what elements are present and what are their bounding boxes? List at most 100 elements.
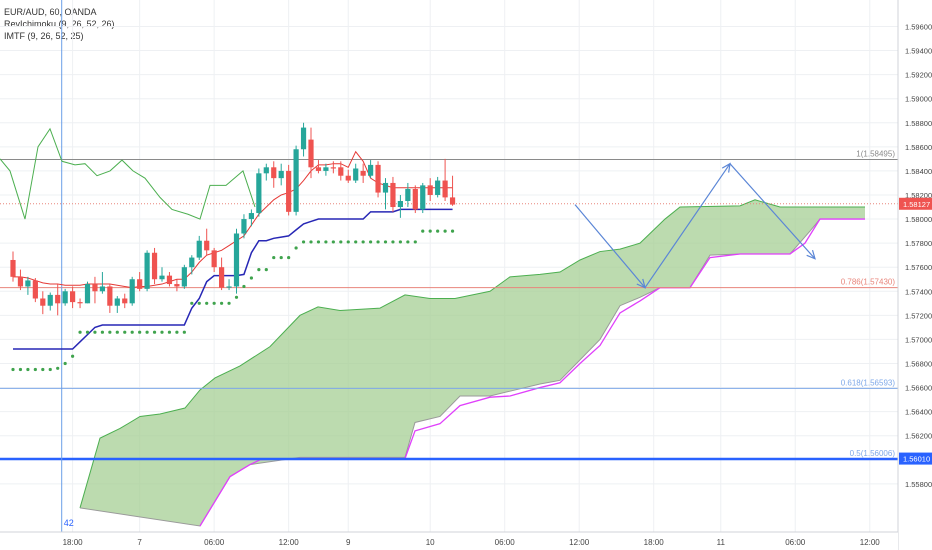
candle-body	[263, 167, 269, 174]
last-price-tag	[899, 197, 932, 210]
indicator-dot	[369, 240, 373, 244]
candle-body	[204, 240, 210, 251]
candle-body	[114, 298, 120, 306]
candle-body	[330, 167, 336, 169]
candle-body	[293, 149, 299, 212]
indicator-dot	[167, 330, 172, 334]
time-tick-label: 7	[137, 538, 142, 547]
candle-body	[25, 280, 31, 287]
indicator-dot	[123, 330, 127, 334]
indicator-dot	[450, 229, 455, 233]
cloud-fill	[80, 199, 865, 526]
candle-body	[92, 284, 98, 292]
indicator-dot	[11, 367, 15, 372]
indicator-dot	[376, 240, 380, 244]
candle-body	[435, 180, 441, 195]
price-tick-label: 1.58400	[905, 167, 932, 176]
arrow-head-3	[806, 249, 816, 260]
indicator-dot	[406, 240, 410, 244]
candle-body	[40, 298, 46, 306]
indicator-dot	[93, 330, 97, 334]
price-tick-label: 1.57400	[905, 287, 932, 296]
candle-body	[159, 275, 165, 280]
time-tick-label: 11	[717, 538, 726, 547]
axis-labels: 1(1.58495) 0.786(1.57430) 0.618(1.56593) 0.…	[64, 149, 896, 528]
indicator-dot	[100, 330, 104, 334]
price-tick-label: 1.58600	[905, 143, 932, 152]
indicator-dot	[361, 240, 365, 244]
candle-body	[62, 291, 68, 304]
candle-body	[166, 275, 173, 285]
indicator-dot	[428, 229, 432, 233]
candle-body	[345, 175, 351, 181]
indicator-dot	[71, 354, 75, 358]
candle-body	[70, 291, 76, 303]
legend-indicator-2[interactable]: IMTF (9, 26, 52, 25)	[4, 31, 84, 41]
indicator-dot	[421, 229, 425, 233]
indicator-dot	[331, 240, 335, 244]
indicator-dot	[145, 330, 149, 334]
candle-body	[271, 167, 277, 179]
price-axis[interactable]: 1.59600 1.59400 1.59200 1.59000 1.58800 1.586…	[897, 0, 932, 550]
indicator-dot	[205, 301, 209, 305]
indicator-dot	[85, 330, 90, 334]
candle-body	[338, 167, 344, 176]
candle-body	[382, 182, 389, 193]
indicator-dot	[413, 240, 417, 244]
candle-body	[241, 219, 247, 234]
chart-legend: EUR/AUD, 60, OANDA RevIchimoku (9, 26, 5…	[4, 6, 115, 42]
candle-body	[196, 240, 202, 258]
indicator-dot	[391, 240, 395, 244]
legend-indicator-1[interactable]: RevIchimoku (9, 26, 52, 26)	[4, 19, 115, 29]
candle-body	[137, 279, 143, 289]
price-tick-label: 1.58000	[905, 215, 932, 224]
candle-body	[442, 180, 448, 198]
indicator-dot	[339, 240, 343, 244]
candle-body	[449, 197, 456, 205]
price-axis-bg	[898, 0, 932, 550]
time-tick-label: 06:00	[495, 538, 516, 547]
candles	[10, 122, 456, 316]
indicator-dot	[197, 301, 201, 305]
candle-body	[390, 182, 396, 208]
legend-symbol[interactable]: EUR/AUD, 60, OANDA	[4, 7, 97, 17]
indicator-dot	[264, 268, 268, 272]
fib-level-label: 1(1.58495)	[856, 149, 895, 158]
indicator-dot	[398, 240, 402, 244]
price-tick-label: 1.59400	[905, 47, 932, 56]
indicator-dot	[324, 240, 328, 244]
indicator-dot	[108, 330, 112, 334]
indicator-dot	[182, 330, 186, 334]
indicator-dot	[227, 301, 231, 305]
candle-body	[300, 127, 307, 150]
price-tick-label: 1.57800	[905, 239, 932, 248]
time-tick-label: 12:00	[279, 538, 300, 547]
price-tick-label: 1.57200	[905, 311, 932, 320]
indicator-dot	[279, 255, 283, 260]
blue-line	[13, 208, 453, 350]
price-tick-label: 1.57600	[905, 263, 932, 272]
indicator-dot	[212, 301, 216, 305]
indicator-dot	[346, 240, 350, 244]
price-tick-label: 1.57000	[905, 335, 932, 344]
time-axis[interactable]: 18:00 7 06:00 12:00 9 10 06:00 12:00 18:00 11 06:0…	[0, 531, 898, 550]
indicator-dot	[33, 367, 37, 372]
candle-body	[256, 173, 262, 214]
indicator-dot	[152, 330, 157, 334]
indicator-dot	[190, 301, 194, 305]
candle-body	[84, 284, 91, 304]
candle-body	[360, 170, 366, 176]
time-tick-label: 12:00	[860, 538, 881, 547]
price-tick-label: 1.56800	[905, 359, 932, 368]
candle-body	[397, 201, 403, 208]
osc-line	[0, 127, 256, 220]
projection-arrows[interactable]	[574, 162, 816, 289]
indicator-dot	[41, 367, 45, 372]
price-tick-label: 1.56600	[905, 384, 932, 393]
candle-body	[219, 267, 225, 288]
price-tick-label: 1.58800	[905, 119, 932, 128]
arrow-head-1	[636, 278, 646, 289]
fib-level-label: 0.618(1.56593)	[841, 378, 896, 387]
candle-body	[174, 284, 180, 287]
